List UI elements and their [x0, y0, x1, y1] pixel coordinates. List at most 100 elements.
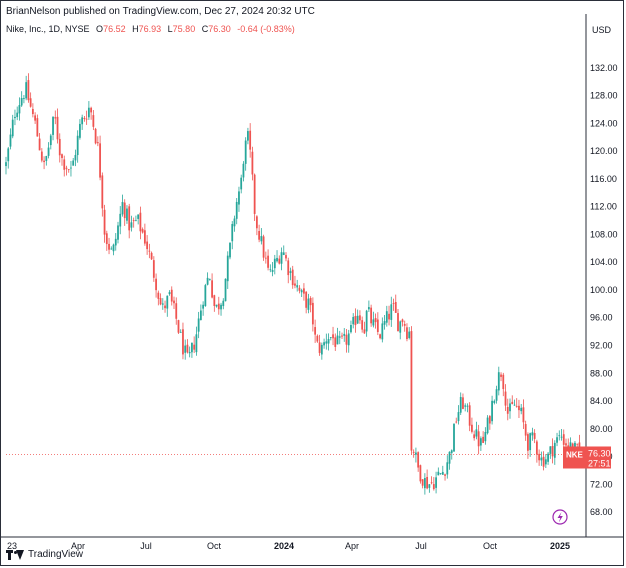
- candle: [34, 112, 37, 124]
- candle: [437, 467, 440, 476]
- candle: [170, 286, 173, 306]
- price-tick-label: 112.00: [590, 202, 617, 212]
- candle: [29, 92, 32, 108]
- candle: [206, 272, 209, 286]
- candle: [159, 293, 162, 306]
- candles-layer: [5, 73, 581, 495]
- time-axis[interactable]: 23 Apr Jul Oct 2024 Apr Jul Oct 2025: [7, 541, 570, 551]
- legend-close-label: C: [201, 24, 209, 34]
- time-tick-label: Oct: [483, 541, 498, 551]
- candle: [213, 294, 216, 312]
- legend-high-label: H: [132, 24, 139, 34]
- candle: [558, 430, 561, 441]
- candle: [9, 128, 12, 150]
- candle: [412, 449, 415, 458]
- candle: [226, 251, 229, 289]
- legend-open-label: O: [96, 24, 104, 34]
- candle: [220, 302, 222, 316]
- candle: [334, 333, 337, 351]
- candle: [444, 473, 446, 481]
- candle: [79, 119, 81, 140]
- candle: [90, 106, 93, 120]
- candle: [294, 275, 296, 289]
- candle: [276, 250, 278, 263]
- candle: [139, 206, 142, 240]
- candle: [18, 97, 21, 121]
- footer-brand[interactable]: TradingView: [6, 549, 83, 560]
- candle: [20, 91, 23, 107]
- candle: [296, 279, 299, 292]
- price-tick-label: 104.00: [590, 257, 618, 267]
- candle: [497, 366, 500, 396]
- candle: [509, 398, 511, 419]
- candle: [38, 133, 41, 151]
- candle: [376, 312, 379, 336]
- candle: [300, 288, 303, 298]
- candle: [327, 333, 330, 351]
- candle: [157, 290, 160, 306]
- candle: [85, 110, 88, 125]
- symbol-legend: Nike, Inc., 1D, NYSE O76.52 H76.93 L75.8…: [6, 24, 295, 34]
- candle: [99, 135, 101, 181]
- candle: [392, 298, 395, 311]
- candle: [72, 157, 75, 166]
- candle: [36, 114, 39, 137]
- candle: [314, 319, 317, 343]
- candle: [556, 432, 558, 447]
- candle: [40, 148, 43, 163]
- legend-high: 76.93: [138, 24, 162, 34]
- candle: [455, 417, 458, 424]
- candle: [130, 215, 133, 232]
- candle: [372, 311, 375, 328]
- candle: [542, 451, 545, 471]
- candle: [58, 133, 61, 163]
- candle: [336, 327, 339, 345]
- candle: [16, 106, 19, 121]
- candle: [186, 339, 189, 354]
- candle: [244, 137, 247, 171]
- candle: [126, 205, 128, 224]
- candle: [406, 323, 408, 342]
- candle: [135, 215, 137, 222]
- price-tick-label: 120.00: [590, 146, 618, 156]
- candle: [143, 223, 146, 246]
- candle: [123, 199, 126, 226]
- candle: [410, 326, 413, 455]
- candle: [161, 298, 164, 310]
- candle: [168, 290, 171, 296]
- candle: [150, 251, 153, 260]
- candle: [538, 449, 541, 466]
- candle: [504, 384, 507, 412]
- candle: [108, 237, 110, 255]
- candle: [166, 295, 169, 317]
- candle: [179, 329, 182, 333]
- candle: [529, 432, 532, 457]
- legend-symbol: Nike, Inc., 1D, NYSE: [6, 24, 90, 34]
- legend-low: 75.80: [172, 24, 196, 34]
- candle: [291, 265, 294, 289]
- candle: [446, 455, 449, 479]
- candle: [305, 290, 308, 314]
- candle: [323, 338, 325, 349]
- candle: [132, 217, 135, 228]
- candle: [450, 449, 453, 460]
- time-tick-label: Apr: [345, 541, 359, 551]
- candle: [367, 300, 370, 312]
- candle: [92, 110, 95, 131]
- candle: [381, 317, 384, 343]
- candle: [399, 320, 402, 340]
- candle: [184, 339, 187, 360]
- candle: [453, 423, 455, 452]
- candle: [67, 169, 70, 173]
- candle: [112, 243, 115, 256]
- candle: [152, 256, 155, 282]
- flash-icon[interactable]: [552, 509, 568, 525]
- candle: [347, 329, 350, 353]
- candle: [365, 309, 368, 337]
- price-tick-label: 68.00: [590, 507, 613, 517]
- candle: [329, 336, 332, 341]
- candle: [273, 254, 276, 275]
- candle: [479, 436, 482, 451]
- candle: [441, 465, 444, 475]
